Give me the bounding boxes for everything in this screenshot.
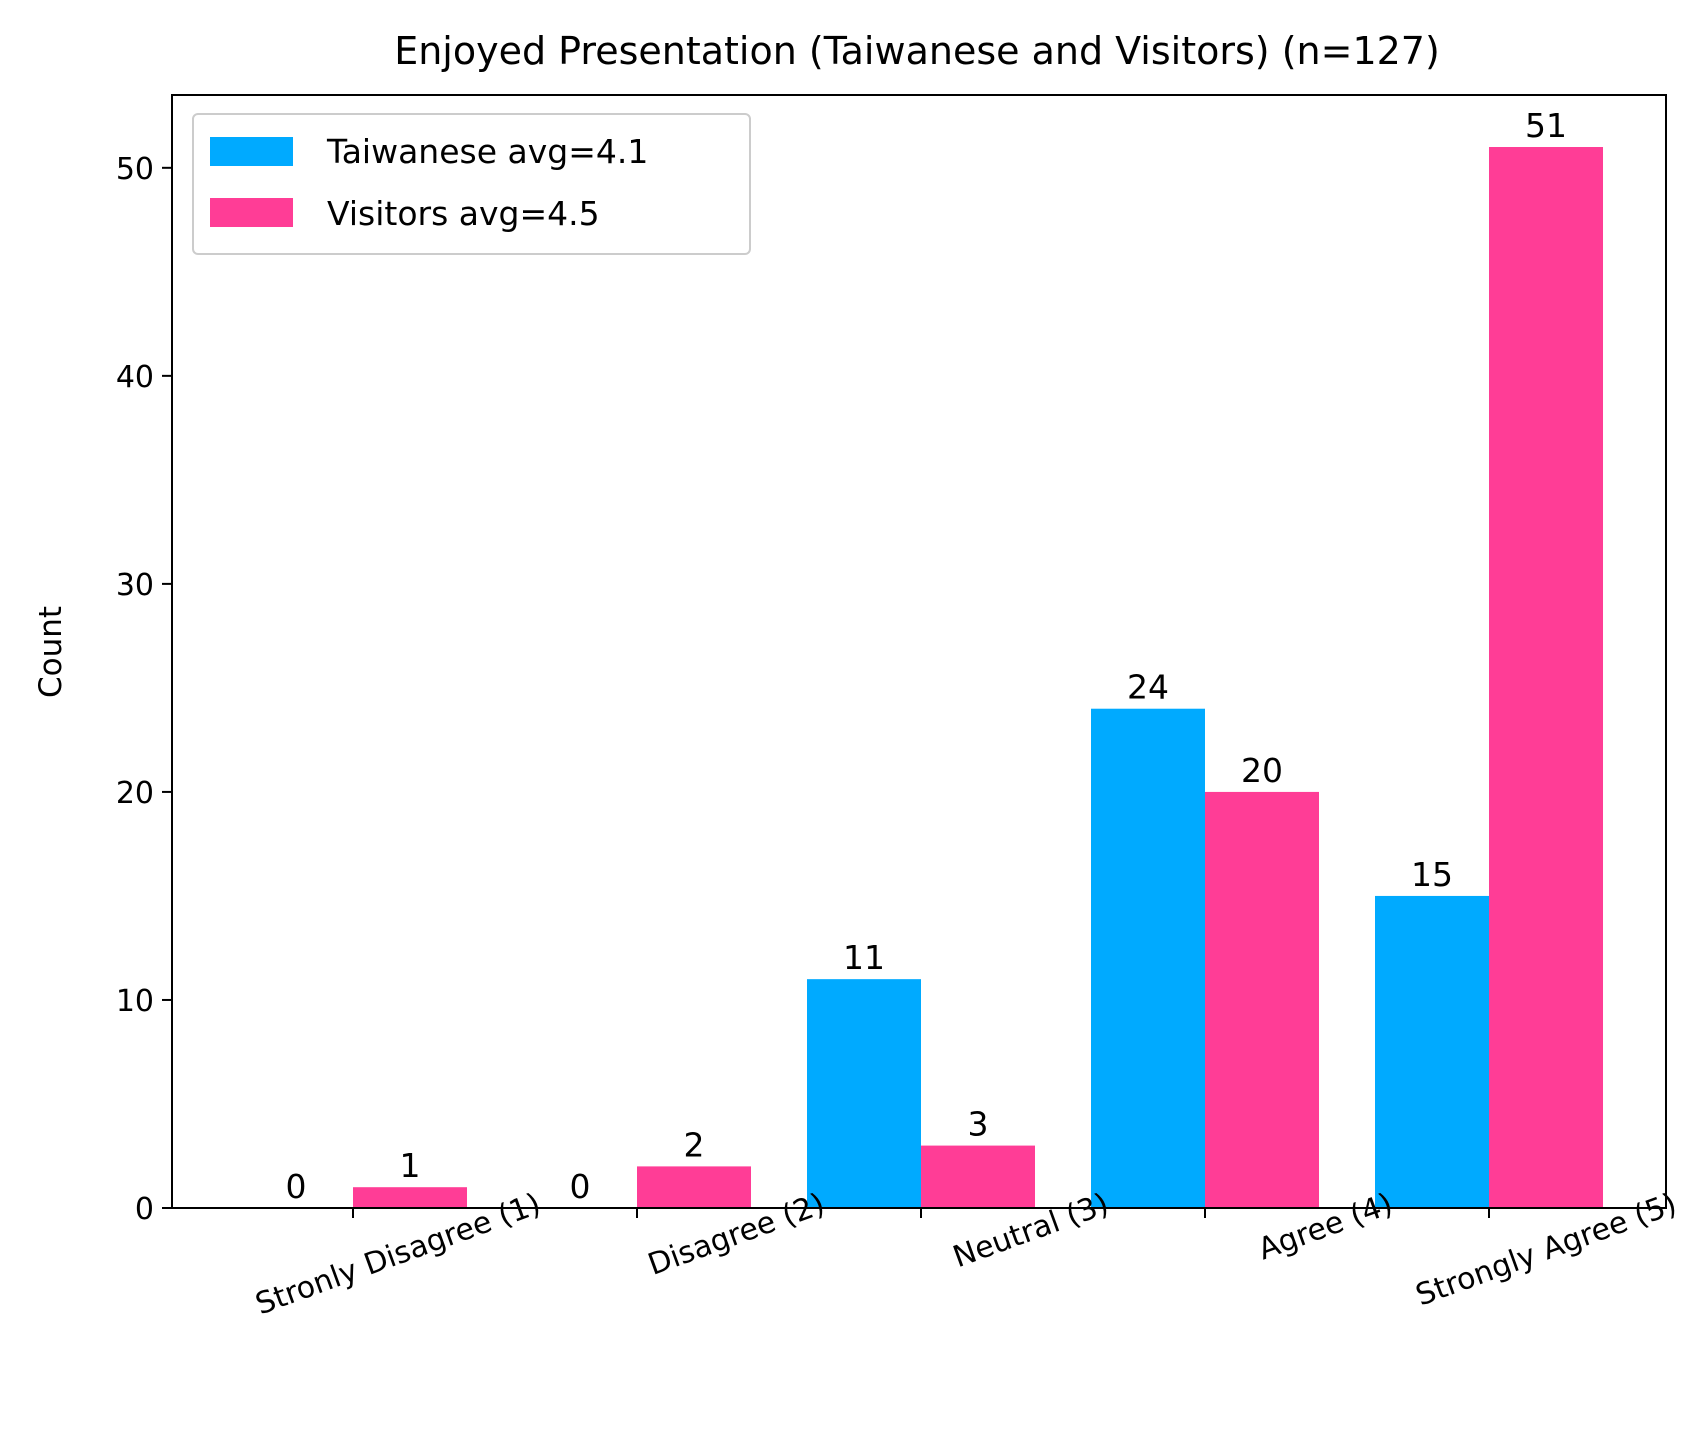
legend-box: [192, 113, 751, 255]
bar-visitors-agree-4: [1205, 791, 1319, 1208]
y-tick-label: 50: [116, 152, 154, 187]
bar-label-taiwanese-stronly-disagree-1: 0: [286, 1167, 307, 1206]
bar-visitors-neutral-3: [921, 1145, 1035, 1208]
y-tick-label: 40: [116, 360, 154, 395]
bar-label-taiwanese-strongly-agree-5: 15: [1411, 855, 1453, 894]
bar-label-visitors-agree-4: 20: [1241, 751, 1283, 790]
bar-visitors-disagree-2: [637, 1166, 751, 1208]
bar-label-taiwanese-neutral-3: 11: [843, 938, 885, 977]
legend: Taiwanese avg=4.1 Visitors avg=4.5: [192, 113, 751, 255]
bar-taiwanese-strongly-agree-5: [1375, 895, 1489, 1208]
y-tick-label: 10: [116, 984, 154, 1019]
bar-visitors-strongly-agree-5: [1489, 147, 1603, 1209]
bar-label-visitors-disagree-2: 2: [684, 1125, 705, 1164]
y-tick-label: 20: [116, 776, 154, 811]
y-axis-label: Count: [33, 606, 69, 698]
bar-label-visitors-neutral-3: 3: [968, 1105, 989, 1144]
bar-taiwanese-neutral-3: [807, 979, 921, 1208]
bar-label-visitors-stronly-disagree-1: 1: [400, 1146, 421, 1185]
chart-title: Enjoyed Presentation (Taiwanese and Visi…: [394, 29, 1440, 73]
bars-layer: [353, 147, 1603, 1209]
plot-frame: [171, 94, 1667, 1209]
legend-swatch-visitors: [210, 198, 293, 227]
legend-swatch-taiwanese: [210, 137, 293, 166]
legend-label-visitors: Visitors avg=4.5: [327, 194, 600, 233]
bar-label-visitors-strongly-agree-5: 51: [1525, 106, 1567, 145]
y-tick-label: 30: [116, 568, 154, 603]
y-axis: 0 10 20 30 40 50: [116, 152, 172, 1227]
bar-label-taiwanese-disagree-2: 0: [570, 1167, 591, 1206]
legend-label-taiwanese: Taiwanese avg=4.1: [326, 132, 648, 171]
bar-visitors-stronly-disagree-1: [353, 1187, 467, 1208]
bar-taiwanese-agree-4: [1091, 708, 1205, 1208]
y-tick-label: 0: [135, 1192, 154, 1227]
bar-labels-layer: 0 1 0 2 11 3 24 20 15 51: [286, 106, 1568, 1206]
bar-label-taiwanese-agree-4: 24: [1127, 668, 1169, 707]
